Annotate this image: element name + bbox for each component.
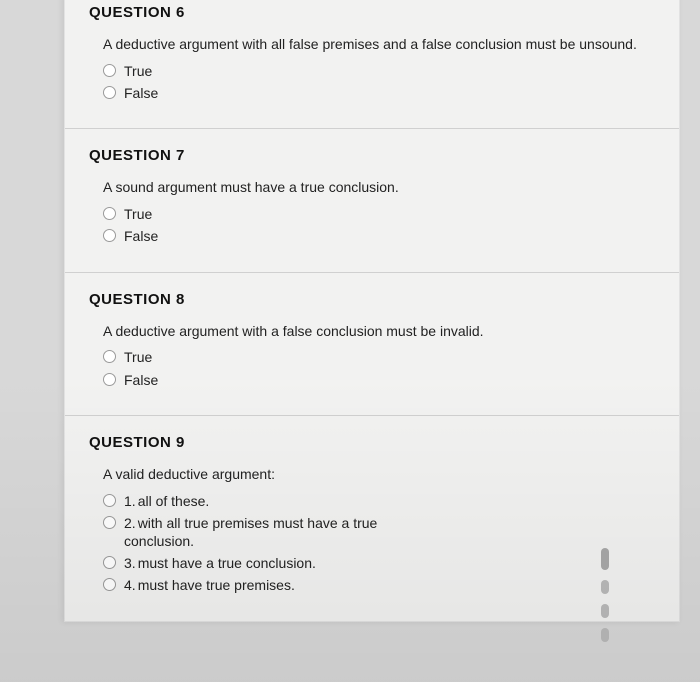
radio-icon[interactable] (103, 86, 116, 99)
radio-icon[interactable] (103, 494, 116, 507)
option-number: 1. (124, 493, 136, 509)
question-prompt: A valid deductive argument: (103, 465, 655, 484)
option-row: False (103, 371, 655, 389)
option-row: 4.must have true premises. (103, 576, 655, 594)
option-row: 2.with all true premises must have a tru… (103, 514, 655, 550)
question-block: QUESTION 9 A valid deductive argument: 1… (65, 415, 679, 621)
radio-icon[interactable] (103, 350, 116, 363)
question-title: QUESTION 8 (65, 291, 679, 322)
option-row: 3.must have a true conclusion. (103, 554, 655, 572)
option-number: 4. (124, 577, 136, 593)
question-title: QUESTION 6 (65, 4, 679, 35)
radio-icon[interactable] (103, 373, 116, 386)
option-row: True (103, 348, 655, 366)
question-prompt: A deductive argument with all false prem… (103, 35, 655, 54)
question-body: A deductive argument with all false prem… (65, 35, 679, 102)
scrollbar-icon[interactable] (600, 548, 610, 642)
question-block: QUESTION 8 A deductive argument with a f… (65, 272, 679, 415)
radio-icon[interactable] (103, 229, 116, 242)
option-text: all of these. (138, 493, 210, 509)
option-text: with all true premises must have a true … (124, 515, 377, 549)
option-label[interactable]: 2.with all true premises must have a tru… (124, 514, 424, 550)
option-text: must have true premises. (138, 577, 295, 593)
scroll-segment (601, 628, 609, 642)
scroll-segment (601, 580, 609, 594)
option-row: True (103, 62, 655, 80)
option-row: True (103, 205, 655, 223)
scroll-segment (601, 604, 609, 618)
option-row: False (103, 84, 655, 102)
radio-icon[interactable] (103, 556, 116, 569)
option-label[interactable]: False (124, 371, 158, 389)
option-label[interactable]: True (124, 62, 152, 80)
option-label[interactable]: False (124, 227, 158, 245)
question-body: A valid deductive argument: 1.all of the… (65, 465, 679, 595)
option-number: 2. (124, 515, 136, 531)
radio-icon[interactable] (103, 578, 116, 591)
option-text: must have a true conclusion. (138, 555, 316, 571)
question-body: A sound argument must have a true conclu… (65, 178, 679, 245)
option-label[interactable]: 3.must have a true conclusion. (124, 554, 316, 572)
scroll-segment (601, 548, 609, 570)
option-label[interactable]: False (124, 84, 158, 102)
question-title: QUESTION 9 (65, 434, 679, 465)
question-block: QUESTION 6 A deductive argument with all… (65, 0, 679, 128)
radio-icon[interactable] (103, 64, 116, 77)
option-label[interactable]: True (124, 205, 152, 223)
question-body: A deductive argument with a false conclu… (65, 322, 679, 389)
question-block: QUESTION 7 A sound argument must have a … (65, 128, 679, 271)
quiz-sheet: QUESTION 6 A deductive argument with all… (64, 0, 680, 622)
option-number: 3. (124, 555, 136, 571)
question-title: QUESTION 7 (65, 147, 679, 178)
radio-icon[interactable] (103, 516, 116, 529)
option-row: 1.all of these. (103, 492, 655, 510)
option-row: False (103, 227, 655, 245)
question-prompt: A sound argument must have a true conclu… (103, 178, 655, 197)
radio-icon[interactable] (103, 207, 116, 220)
option-label[interactable]: 1.all of these. (124, 492, 209, 510)
option-label[interactable]: 4.must have true premises. (124, 576, 295, 594)
option-label[interactable]: True (124, 348, 152, 366)
question-prompt: A deductive argument with a false conclu… (103, 322, 655, 341)
